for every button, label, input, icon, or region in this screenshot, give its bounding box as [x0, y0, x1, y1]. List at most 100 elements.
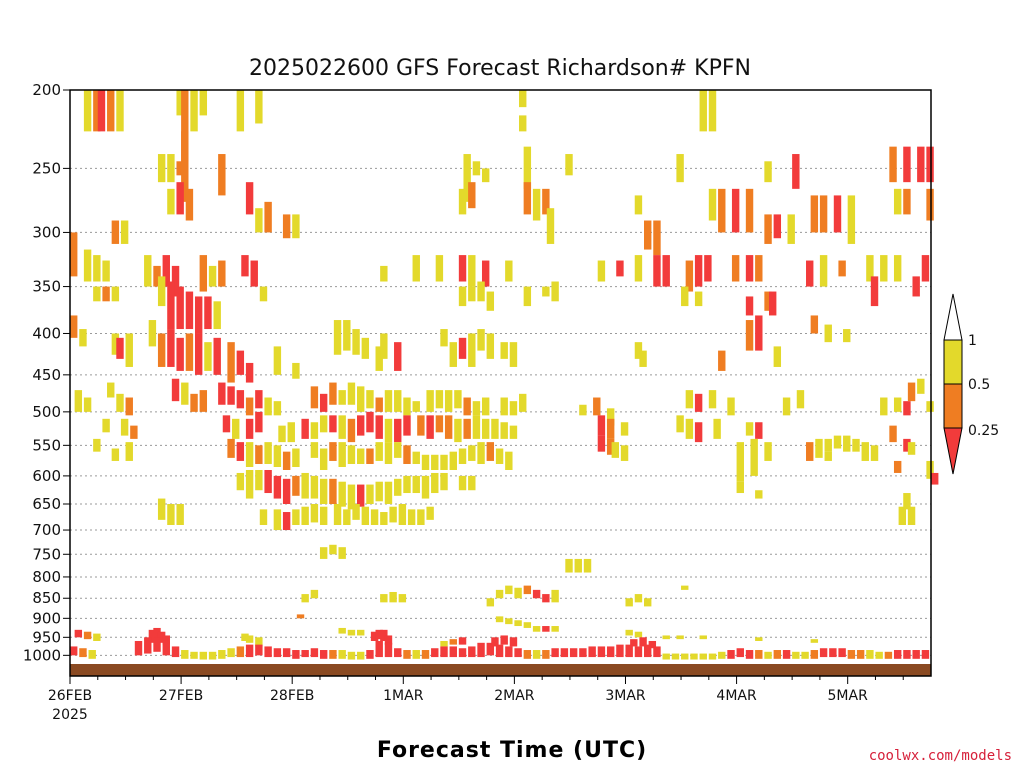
ri-cell: [606, 418, 615, 439]
ri-cell: [931, 472, 939, 485]
ri-cell: [218, 154, 226, 196]
ri-cell: [435, 390, 444, 409]
y-tick-label: 350: [32, 278, 61, 296]
ri-cell: [426, 415, 434, 439]
ri-cell: [417, 509, 425, 525]
ri-cell: [107, 90, 115, 132]
ri-cell: [218, 650, 226, 659]
ri-cell: [468, 445, 476, 461]
ri-cell: [634, 342, 643, 359]
ri-cell: [625, 629, 633, 636]
ri-cell: [319, 393, 328, 412]
ri-cell: [278, 425, 286, 443]
ri-cell: [634, 646, 643, 658]
ri-cell: [491, 418, 499, 439]
ri-cell: [120, 418, 129, 436]
ri-cell: [102, 260, 110, 282]
ri-cell: [616, 260, 624, 277]
ri-cell: [319, 415, 328, 433]
ri-cell: [801, 651, 809, 659]
ri-cell: [551, 589, 559, 603]
ri-cell: [111, 333, 120, 355]
ri-cell: [745, 422, 754, 436]
ri-cell: [505, 260, 513, 282]
ri-cell: [565, 558, 573, 573]
ri-cell: [389, 506, 397, 523]
colorbar-bottom-arrow: [943, 427, 963, 475]
ri-cell: [347, 418, 356, 443]
ri-cell: [83, 90, 92, 132]
ri-cell: [366, 448, 374, 464]
ri-cell: [194, 333, 203, 375]
y-tick-label: 800: [32, 568, 61, 586]
ri-cell: [454, 390, 462, 409]
ri-cell: [708, 188, 717, 221]
ri-cell: [181, 131, 189, 202]
ri-cell: [458, 188, 467, 215]
ri-cell: [259, 509, 268, 525]
ri-cell: [125, 442, 133, 461]
ri-cell: [241, 255, 249, 277]
ri-cell: [199, 651, 208, 660]
ri-cell: [481, 397, 490, 416]
ri-cell: [329, 415, 337, 433]
ri-cell: [227, 386, 235, 405]
ri-cell: [394, 442, 402, 458]
ri-cell: [412, 401, 420, 412]
ri-cell: [394, 648, 402, 658]
ri-cell: [792, 651, 800, 659]
ri-cell: [185, 188, 194, 221]
ri-cell: [157, 631, 166, 643]
credit-link[interactable]: coolwx.com/models: [869, 748, 1012, 764]
ri-cell: [394, 342, 402, 371]
ri-cell: [199, 390, 208, 412]
ri-cell: [634, 594, 643, 603]
ri-cell: [273, 445, 282, 468]
ri-cell: [232, 418, 240, 439]
ri-cell: [843, 329, 851, 343]
ri-cell: [292, 214, 300, 239]
ri-cell: [93, 90, 101, 132]
ri-cell: [296, 614, 305, 619]
ri-cell: [421, 475, 430, 499]
ri-cell: [111, 220, 120, 244]
ri-cell: [319, 478, 328, 505]
ri-cell: [644, 598, 652, 607]
ri-cell: [750, 438, 758, 476]
ri-cell: [606, 438, 615, 455]
ri-cell: [111, 286, 120, 302]
ri-cell: [532, 650, 541, 659]
ri-cell: [824, 451, 832, 461]
ri-cell: [352, 329, 360, 355]
ri-cell: [912, 276, 920, 297]
ri-cell: [389, 591, 397, 603]
ri-cell: [736, 442, 744, 482]
ri-cell: [824, 324, 832, 343]
ri-cell: [398, 504, 407, 525]
ri-cell: [597, 646, 606, 658]
ri-cell: [236, 90, 245, 132]
ri-cell: [903, 401, 911, 416]
ri-cell: [185, 333, 194, 371]
ri-cell: [190, 651, 198, 659]
ri-cell: [375, 397, 383, 412]
ri-cell: [421, 454, 430, 470]
ri-cell: [764, 442, 772, 461]
ri-cell: [282, 214, 291, 239]
ri-cell: [357, 415, 365, 436]
ri-cell: [847, 650, 856, 659]
ri-cell: [236, 472, 245, 491]
ri-cell: [745, 188, 754, 233]
ri-cell: [532, 589, 541, 599]
ri-cell: [458, 255, 467, 282]
ri-cell: [926, 188, 934, 221]
ri-cell: [338, 547, 346, 559]
ri-cell: [639, 350, 647, 367]
ri-cell: [384, 635, 393, 645]
ri-cell: [301, 418, 309, 439]
colorbar-top-arrow: [943, 293, 963, 341]
ri-cell: [199, 255, 208, 292]
x-tick-label: 28FEB: [270, 688, 314, 704]
ri-cell: [403, 475, 411, 494]
